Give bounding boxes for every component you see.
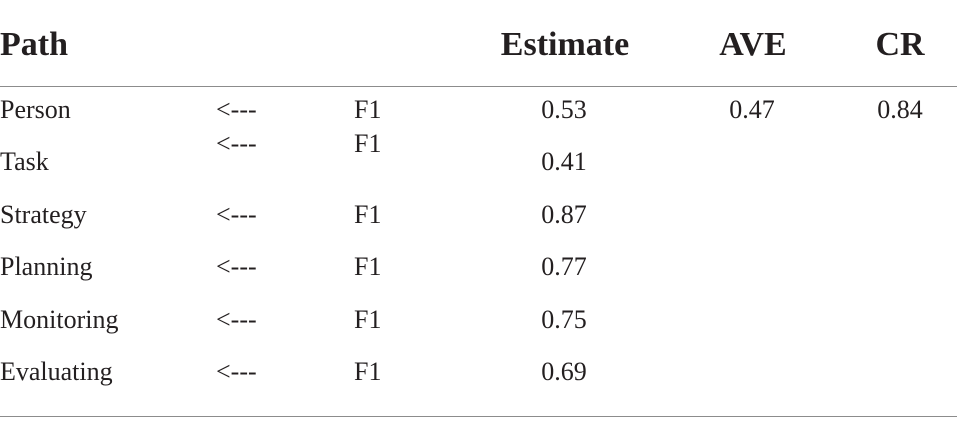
row-monitoring-arrow: <--- (216, 305, 257, 334)
row-planning-arrow: <--- (216, 252, 257, 281)
row-person-arrow: <--- (216, 95, 257, 124)
row-evaluating-factor: F1 (354, 357, 382, 386)
row-person-estimate: 0.53 (541, 95, 587, 124)
row-monitoring-estimate: 0.75 (541, 305, 587, 334)
row-task-factor: F1 (354, 129, 382, 158)
header-path: Path (0, 26, 68, 63)
row-task-estimate: 0.41 (541, 147, 587, 176)
row-monitoring-indicator: Monitoring (0, 305, 119, 334)
row-planning-factor: F1 (354, 252, 382, 281)
row-person-cr: 0.84 (877, 95, 923, 124)
row-person-factor: F1 (354, 95, 382, 124)
row-planning-estimate: 0.77 (541, 252, 587, 281)
header-cr: CR (875, 26, 925, 63)
row-evaluating-estimate: 0.69 (541, 357, 587, 386)
row-strategy-indicator: Strategy (0, 200, 87, 229)
row-strategy-arrow: <--- (216, 200, 257, 229)
header-rule (0, 86, 957, 87)
row-strategy-estimate: 0.87 (541, 200, 587, 229)
row-task-arrow: <--- (216, 129, 257, 158)
row-person-ave: 0.47 (729, 95, 775, 124)
row-planning-indicator: Planning (0, 252, 93, 281)
header-estimate: Estimate (500, 26, 630, 63)
row-task-indicator: Task (0, 147, 49, 176)
row-evaluating-arrow: <--- (216, 357, 257, 386)
header-ave: AVE (719, 26, 787, 63)
row-strategy-factor: F1 (354, 200, 382, 229)
footer-rule (0, 416, 957, 417)
row-person-indicator: Person (0, 95, 71, 124)
row-monitoring-factor: F1 (354, 305, 382, 334)
row-evaluating-indicator: Evaluating (0, 357, 113, 386)
